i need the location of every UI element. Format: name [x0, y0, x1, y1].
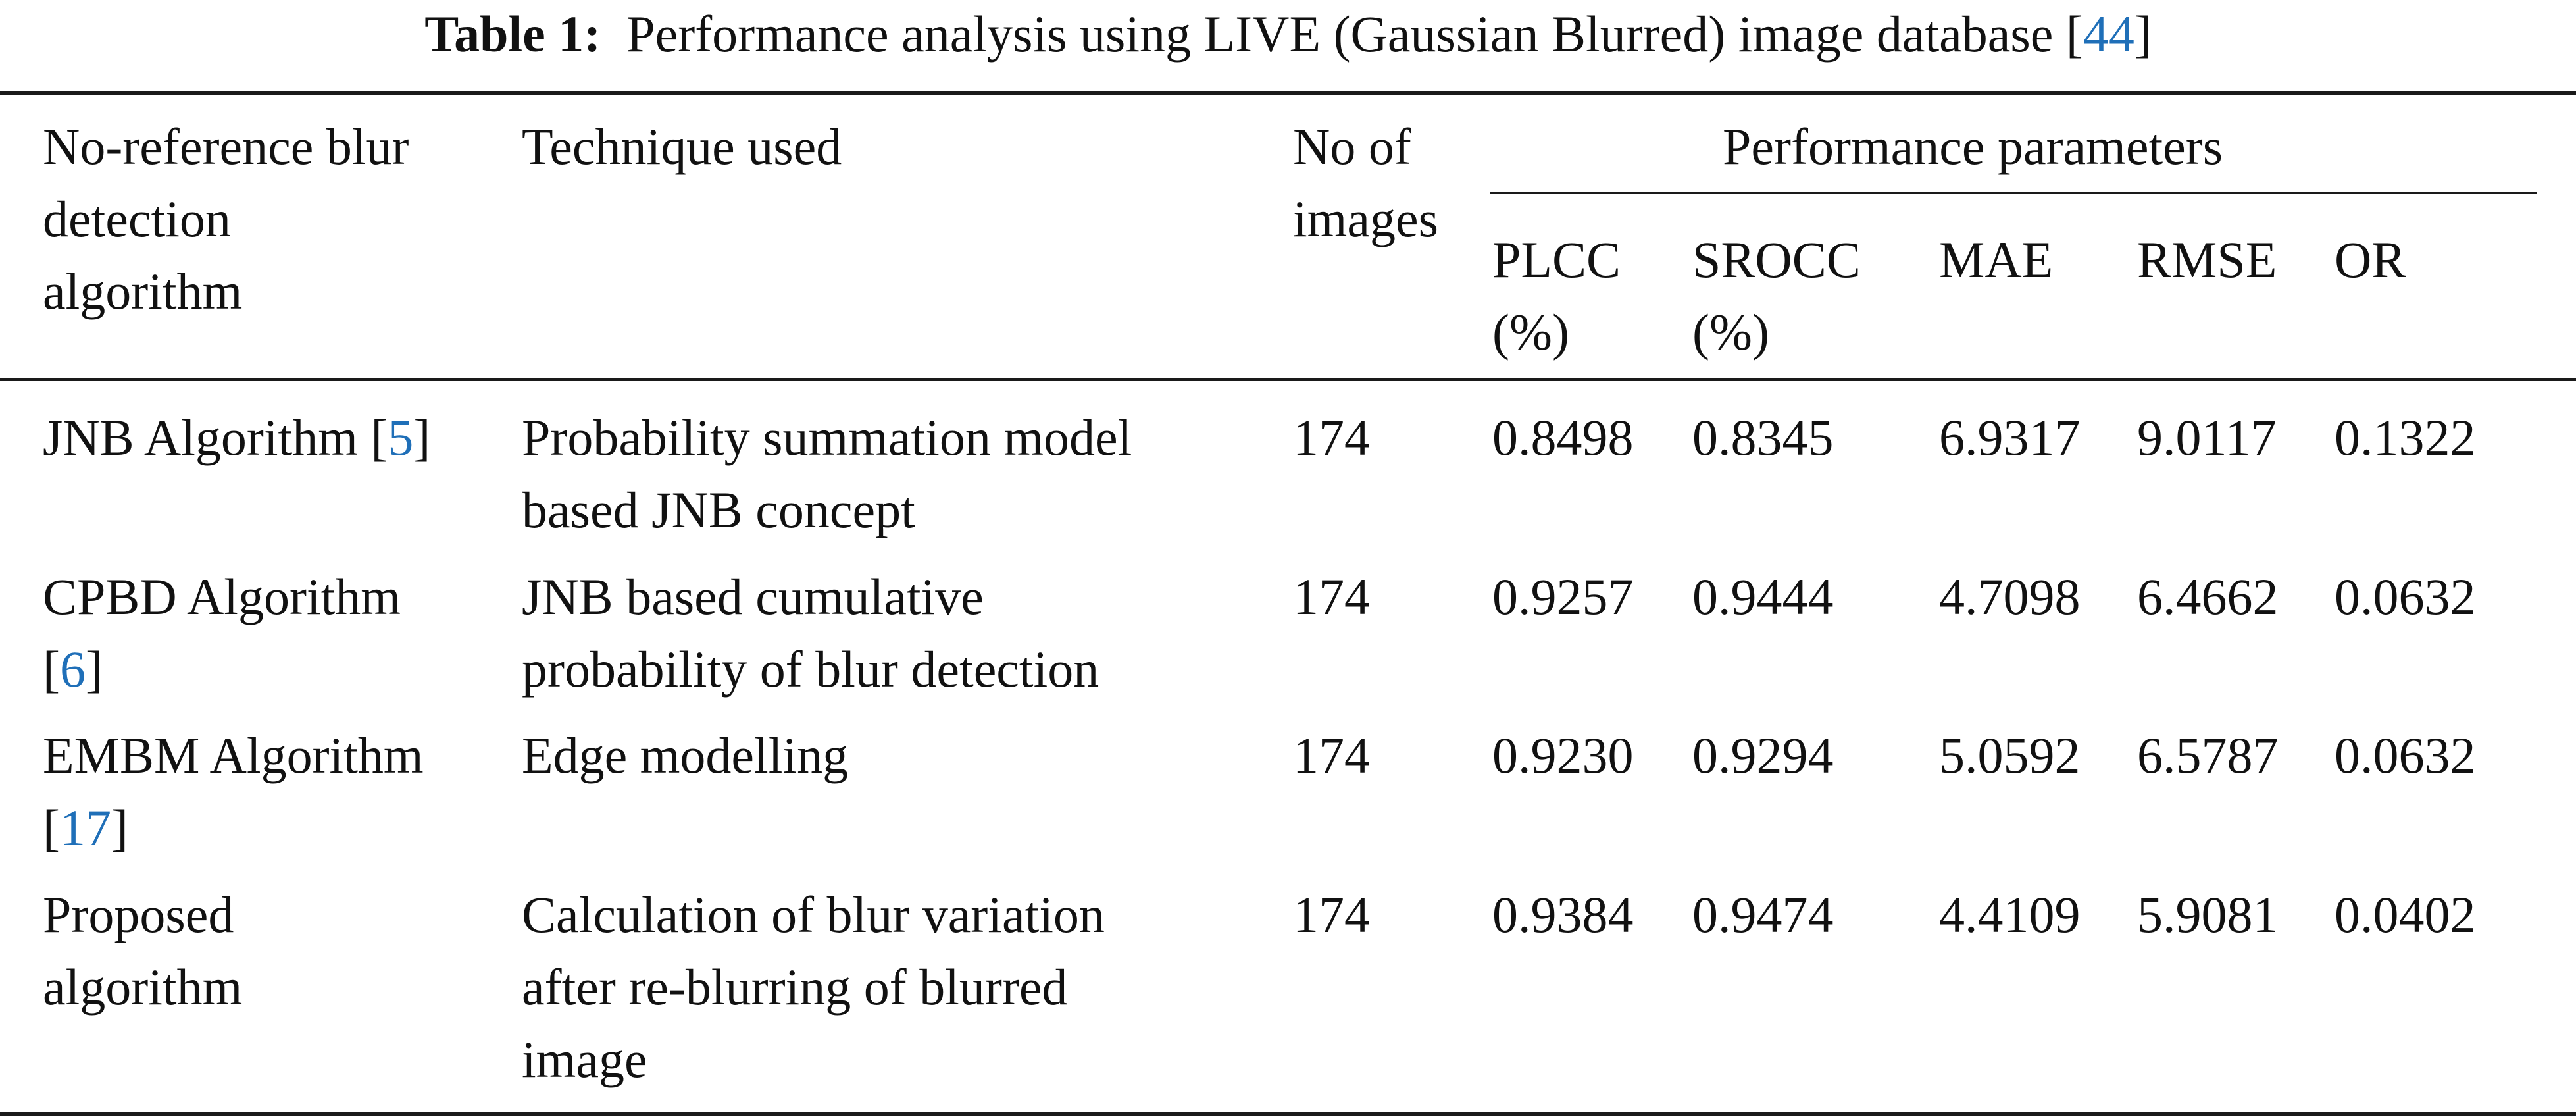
header-plcc-line: PLCC — [1492, 231, 1621, 288]
row-algorithm: EMBM Algorithm [17] — [43, 719, 424, 864]
header-performance-group: Performance parameters — [1723, 118, 2223, 175]
technique-line: Probability summation model — [522, 409, 1132, 466]
technique-line: image — [522, 1031, 647, 1088]
row-images: 174 — [1293, 409, 1370, 466]
header-srocc-line: (%) — [1692, 303, 1769, 361]
row-rmse: 5.9081 — [2137, 886, 2279, 943]
row-algorithm: Proposed algorithm — [43, 879, 242, 1024]
row-rmse: 6.5787 — [2137, 727, 2279, 784]
header-algorithm-line: detection — [43, 190, 231, 247]
caption-reference-link[interactable]: 44 — [2083, 5, 2134, 63]
header-srocc-line: SROCC — [1692, 231, 1861, 288]
row-plcc: 0.9230 — [1492, 727, 1634, 784]
row-srocc: 0.9474 — [1692, 886, 1834, 943]
row-rmse: 9.0117 — [2137, 409, 2277, 466]
caption-text: Performance analysis using LIVE (Gaussia… — [626, 5, 2083, 63]
row-rmse: 6.4662 — [2137, 568, 2279, 625]
header-technique: Technique used — [522, 118, 842, 175]
table-top-rule — [0, 91, 2576, 95]
algorithm-name: Proposed — [43, 886, 234, 943]
algorithm-name: algorithm — [43, 958, 243, 1016]
algorithm-name: EMBM Algorithm — [43, 727, 424, 784]
technique-line: probability of blur detection — [522, 640, 1099, 698]
header-images: No of images — [1293, 111, 1438, 255]
header-plcc: PLCC (%) — [1492, 224, 1621, 369]
row-technique: JNB based cumulative probability of blur… — [522, 561, 1099, 706]
reference-bracket: [ — [43, 799, 60, 856]
row-mae: 5.0592 — [1939, 727, 2081, 784]
algorithm-name: JNB Algorithm [ — [43, 409, 388, 466]
row-mae: 4.7098 — [1939, 568, 2081, 625]
header-images-line: No of — [1293, 118, 1411, 175]
row-srocc: 0.8345 — [1692, 409, 1834, 466]
header-rmse: RMSE — [2137, 231, 2277, 288]
reference-bracket: [ — [43, 640, 60, 698]
header-srocc: SROCC (%) — [1692, 224, 1861, 369]
technique-line: Calculation of blur variation — [522, 886, 1105, 943]
reference-bracket: ] — [111, 799, 128, 856]
header-algorithm-line: algorithm — [43, 263, 243, 320]
row-mae: 4.4109 — [1939, 886, 2081, 943]
row-mae: 6.9317 — [1939, 409, 2081, 466]
row-or: 0.0402 — [2335, 886, 2476, 943]
reference-bracket: ] — [85, 640, 103, 698]
row-algorithm: JNB Algorithm [5] — [43, 402, 430, 474]
technique-line: after re-blurring of blurred — [522, 958, 1068, 1016]
caption-close-bracket: ] — [2134, 5, 2152, 63]
row-images: 174 — [1293, 568, 1370, 625]
row-images: 174 — [1293, 727, 1370, 784]
row-algorithm: CPBD Algorithm [6] — [43, 561, 401, 706]
row-images: 174 — [1293, 886, 1370, 943]
reference-link[interactable]: 5 — [388, 409, 414, 466]
row-technique: Edge modelling — [522, 719, 848, 792]
header-algorithm-line: No-reference blur — [43, 118, 409, 175]
row-plcc: 0.8498 — [1492, 409, 1634, 466]
reference-bracket: ] — [413, 409, 431, 466]
header-bottom-rule — [0, 378, 2576, 381]
reference-link[interactable]: 17 — [59, 799, 111, 856]
reference-link[interactable]: 6 — [59, 640, 86, 698]
algorithm-name: CPBD Algorithm — [43, 568, 401, 625]
table-caption: Table 1: Performance analysis using LIVE… — [0, 1, 2576, 67]
row-plcc: 0.9384 — [1492, 886, 1634, 943]
row-technique: Calculation of blur variation after re-b… — [522, 879, 1105, 1096]
table-bottom-rule — [0, 1112, 2576, 1116]
technique-line: JNB based cumulative — [522, 568, 984, 625]
row-or: 0.1322 — [2335, 409, 2476, 466]
header-group-rule — [1490, 192, 2537, 194]
header-or: OR — [2335, 231, 2406, 288]
header-mae: MAE — [1939, 231, 2054, 288]
row-plcc: 0.9257 — [1492, 568, 1634, 625]
row-or: 0.0632 — [2335, 727, 2476, 784]
caption-label: Table 1: — [424, 5, 601, 63]
technique-line: based JNB concept — [522, 481, 915, 538]
technique-line: Edge modelling — [522, 727, 849, 784]
header-plcc-line: (%) — [1492, 303, 1569, 361]
row-or: 0.0632 — [2335, 568, 2476, 625]
header-images-line: images — [1293, 190, 1438, 247]
row-srocc: 0.9294 — [1692, 727, 1834, 784]
row-srocc: 0.9444 — [1692, 568, 1834, 625]
row-technique: Probability summation model based JNB co… — [522, 402, 1132, 546]
header-algorithm: No-reference blur detection algorithm — [43, 111, 409, 328]
